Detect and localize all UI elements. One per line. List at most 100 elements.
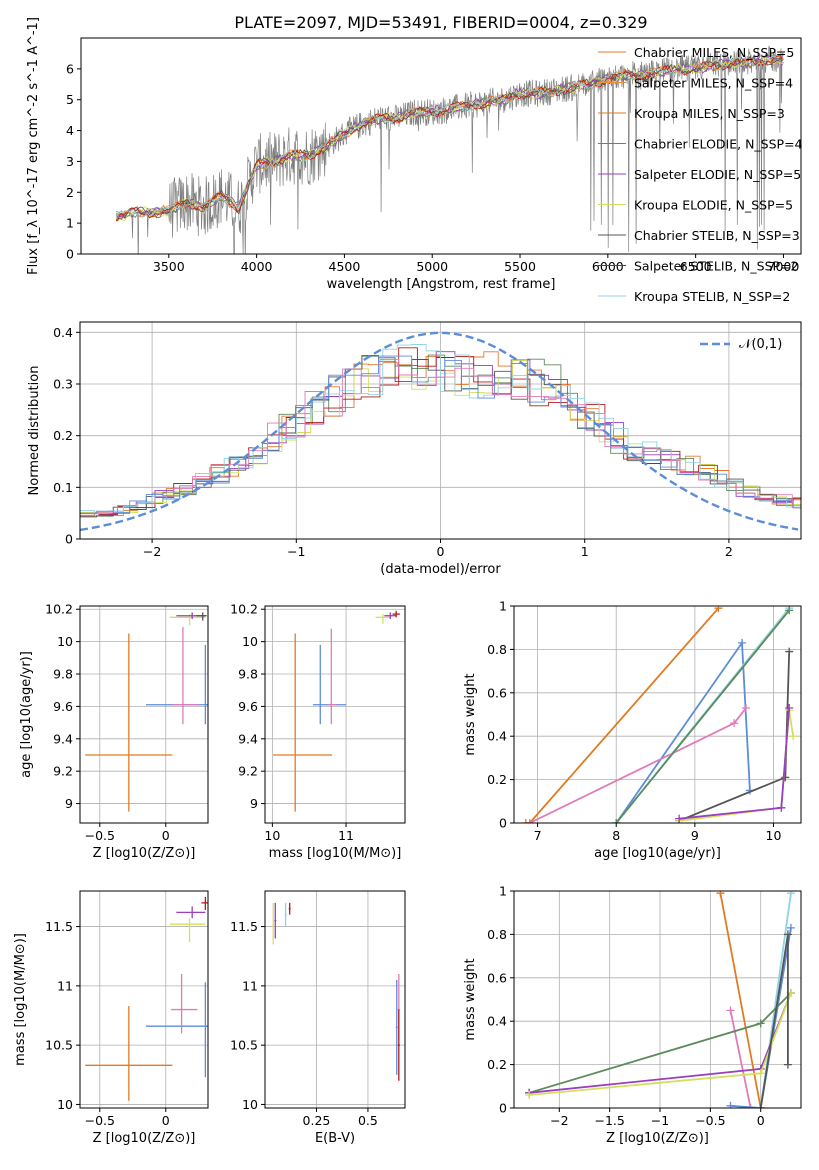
plus-marker [525,819,534,823]
legend-label: Kroupa MILES, N_SSP=3 [634,106,785,121]
axes-frame [80,37,802,255]
x-tick-label: 2 [725,544,733,559]
plot-area [272,902,400,1081]
plus-marker [746,1104,755,1108]
residuals-panel: −2 −1 0 1 2 0 0.1 0.2 0.3 0.4 (data-model)/error No… [27,321,802,577]
x-tick-label: −1 [287,544,305,559]
x-tick-label: 0.5 [358,1113,378,1128]
x-tick-label: 4500 [329,259,361,274]
legend-label: Kroupa STELIB, N_SSP=2 [634,289,790,304]
y-tick-label: 0 [499,1101,507,1116]
model-spectrum-line [115,53,784,219]
plus-marker [756,1069,765,1078]
y-tick-label: 9 [250,796,258,811]
x-tick-label: 3500 [153,259,185,274]
plus-marker [783,930,792,939]
y-tick-label: 9.2 [238,764,258,779]
legend-label: Chabrier MILES, N_SSP=5 [634,45,794,60]
legend-label: 𝒩(0,1) [739,337,782,352]
mass-weight-series [716,891,765,1108]
mass-weight-series [612,638,754,823]
gaussian-curve [80,331,799,532]
x-tick-label: 0 [162,1113,170,1128]
x-tick-label: 0 [757,1113,765,1128]
plus-marker [726,1006,735,1015]
plot-area [525,891,795,1108]
y-tick-label: 0.3 [53,377,73,392]
y-tick-label: 10 [242,634,258,649]
y-tick-label: 4 [66,123,74,138]
plus-marker [716,891,725,898]
x-axis-label: Z [log10(Z/Z⊙)] [93,846,196,861]
y-tick-label: 1 [499,884,507,899]
legend-label: Salpeter STELIB, N_SSP=2 [634,259,798,274]
y-tick-label: 11 [242,978,258,993]
x-tick-label: −1.5 [594,1113,624,1128]
plus-marker [714,606,723,613]
y-tick-label: 10 [57,1097,73,1112]
x-tick-label: 8 [612,828,620,843]
x-tick-label: 6500 [680,259,712,274]
y-tick-label: 9.4 [53,731,73,746]
y-tick-label: 9.2 [53,764,73,779]
mass-weight-series [675,706,798,823]
x-tick-label: 10 [264,828,280,843]
y-tick-label: 11.5 [45,919,73,934]
x-axis-label: E(B-V) [315,1131,355,1146]
mass-weight-series [525,703,750,823]
axes-frame [264,890,406,1109]
massweight-vs-metallicity-panel: −2 −1.5 −1 −0.5 0 0 0.2 0.4 0.6 0.8 1 Z [log10(Z/Z⊙… [463,884,802,1146]
error-bar-point [272,902,275,945]
plus-marker [785,647,794,656]
legend-label: Chabrier ELODIE, N_SSP=4 [634,137,803,152]
y-tick-label: 0.1 [53,480,73,495]
legend-label: Chabrier STELIB, N_SSP=3 [634,228,800,243]
x-tick-label: −2 [550,1113,568,1128]
error-bar-point [169,918,206,942]
axes-frame [513,605,802,824]
y-tick-label: 0.2 [487,772,507,787]
y-axis-label: Flux [f_λ 10^-17 erg cm^-2 s^-1 A^-1] [26,17,41,275]
error-bar-point [145,644,208,725]
x-tick-label: 0.25 [303,1113,331,1128]
x-axis-label: Z [log10(Z/Z⊙)] [606,1131,709,1146]
x-tick-label: −0.5 [85,1113,115,1128]
x-tick-label: 7 [534,828,542,843]
plot-area [273,610,400,812]
error-bar-point [85,633,173,812]
y-tick-label: 1 [66,216,74,231]
x-tick-label: −1 [651,1113,669,1128]
plus-marker [756,1019,765,1028]
x-tick-label: −0.5 [695,1113,725,1128]
axes-frame [513,890,802,1109]
x-tick-label: 4000 [241,259,273,274]
error-bar-point [172,627,199,725]
series-line [729,1010,752,1108]
error-bar-point [176,906,206,919]
mass-vs-ebv-panel: 0.25 0.5 10 10.5 11 11.5 E(B-V) [230,890,406,1146]
spectrum-panel: 3500 4000 4500 5000 5500 6000 6500 7000 0 1 2 3 4 5 6 w… [26,17,803,304]
plot-area [85,612,208,812]
plus-marker [521,819,530,823]
plus-marker [786,923,795,932]
y-tick-label: 0.4 [487,729,507,744]
y-tick-label: 1 [499,599,507,614]
y-tick-label: 0 [65,532,73,547]
y-axis-label: mass weight [463,673,478,755]
plus-marker [730,719,739,728]
y-tick-label: 9.4 [238,731,258,746]
x-tick-label: −0.5 [85,828,115,843]
series-line [730,927,792,1108]
y-tick-label: 10.2 [230,602,258,617]
residual-histogram [80,355,801,518]
y-tick-label: 0.2 [487,1057,507,1072]
x-tick-label: −2 [143,544,161,559]
y-tick-label: 10 [242,1097,258,1112]
plus-marker [786,891,795,898]
plus-marker [738,638,747,647]
plus-marker [756,1104,765,1108]
plus-marker [789,732,798,741]
y-axis-label: Normed distribution [27,366,42,496]
y-tick-label: 0.6 [487,685,507,700]
model-spectrum-line [115,55,784,221]
